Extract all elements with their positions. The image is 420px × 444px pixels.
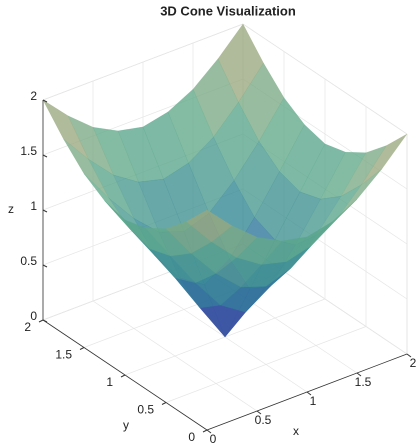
z-tick-label: 2 <box>30 89 37 103</box>
z-tick <box>42 154 48 158</box>
surface-patch <box>186 209 233 243</box>
y-tick <box>79 347 85 350</box>
y-tick-label: 0.5 <box>137 403 154 417</box>
x-axis-label: x <box>293 424 299 438</box>
y-tick <box>120 374 126 378</box>
y-tick-label: 1 <box>106 375 113 389</box>
y-tick <box>38 319 44 323</box>
y-tick <box>161 402 167 405</box>
y-tick-label: 1.5 <box>55 348 72 362</box>
z-tick-label: 1.5 <box>20 144 37 158</box>
y-tick-label: 2 <box>24 320 31 334</box>
grid-line <box>242 23 408 135</box>
z-tick <box>42 264 48 268</box>
y-axis-label: y <box>123 418 129 432</box>
x-tick-label: 0.5 <box>255 413 272 427</box>
grid-line <box>42 23 244 101</box>
x-tick-label: 2 <box>410 356 417 370</box>
z-tick-label: 0 <box>30 309 37 323</box>
z-tick-label: 1 <box>30 199 37 213</box>
grid-line <box>165 326 367 403</box>
x-tick <box>256 410 262 415</box>
z-tick-label: 0.5 <box>20 254 37 268</box>
y-tick-label: 0 <box>188 430 195 444</box>
x-tick-label: 1.5 <box>355 375 372 389</box>
y-tick <box>202 429 208 433</box>
z-tick <box>42 319 48 323</box>
x-tick <box>406 353 412 358</box>
x-tick <box>306 391 312 396</box>
x-tick-label: 0 <box>210 432 217 444</box>
z-tick <box>42 209 48 213</box>
z-tick <box>42 99 48 103</box>
x-tick <box>206 429 212 434</box>
z-axis-label: z <box>8 202 14 216</box>
x-tick-label: 1 <box>310 394 317 408</box>
x-tick <box>356 372 362 377</box>
chart-title: 3D Cone Visualization <box>160 3 296 18</box>
